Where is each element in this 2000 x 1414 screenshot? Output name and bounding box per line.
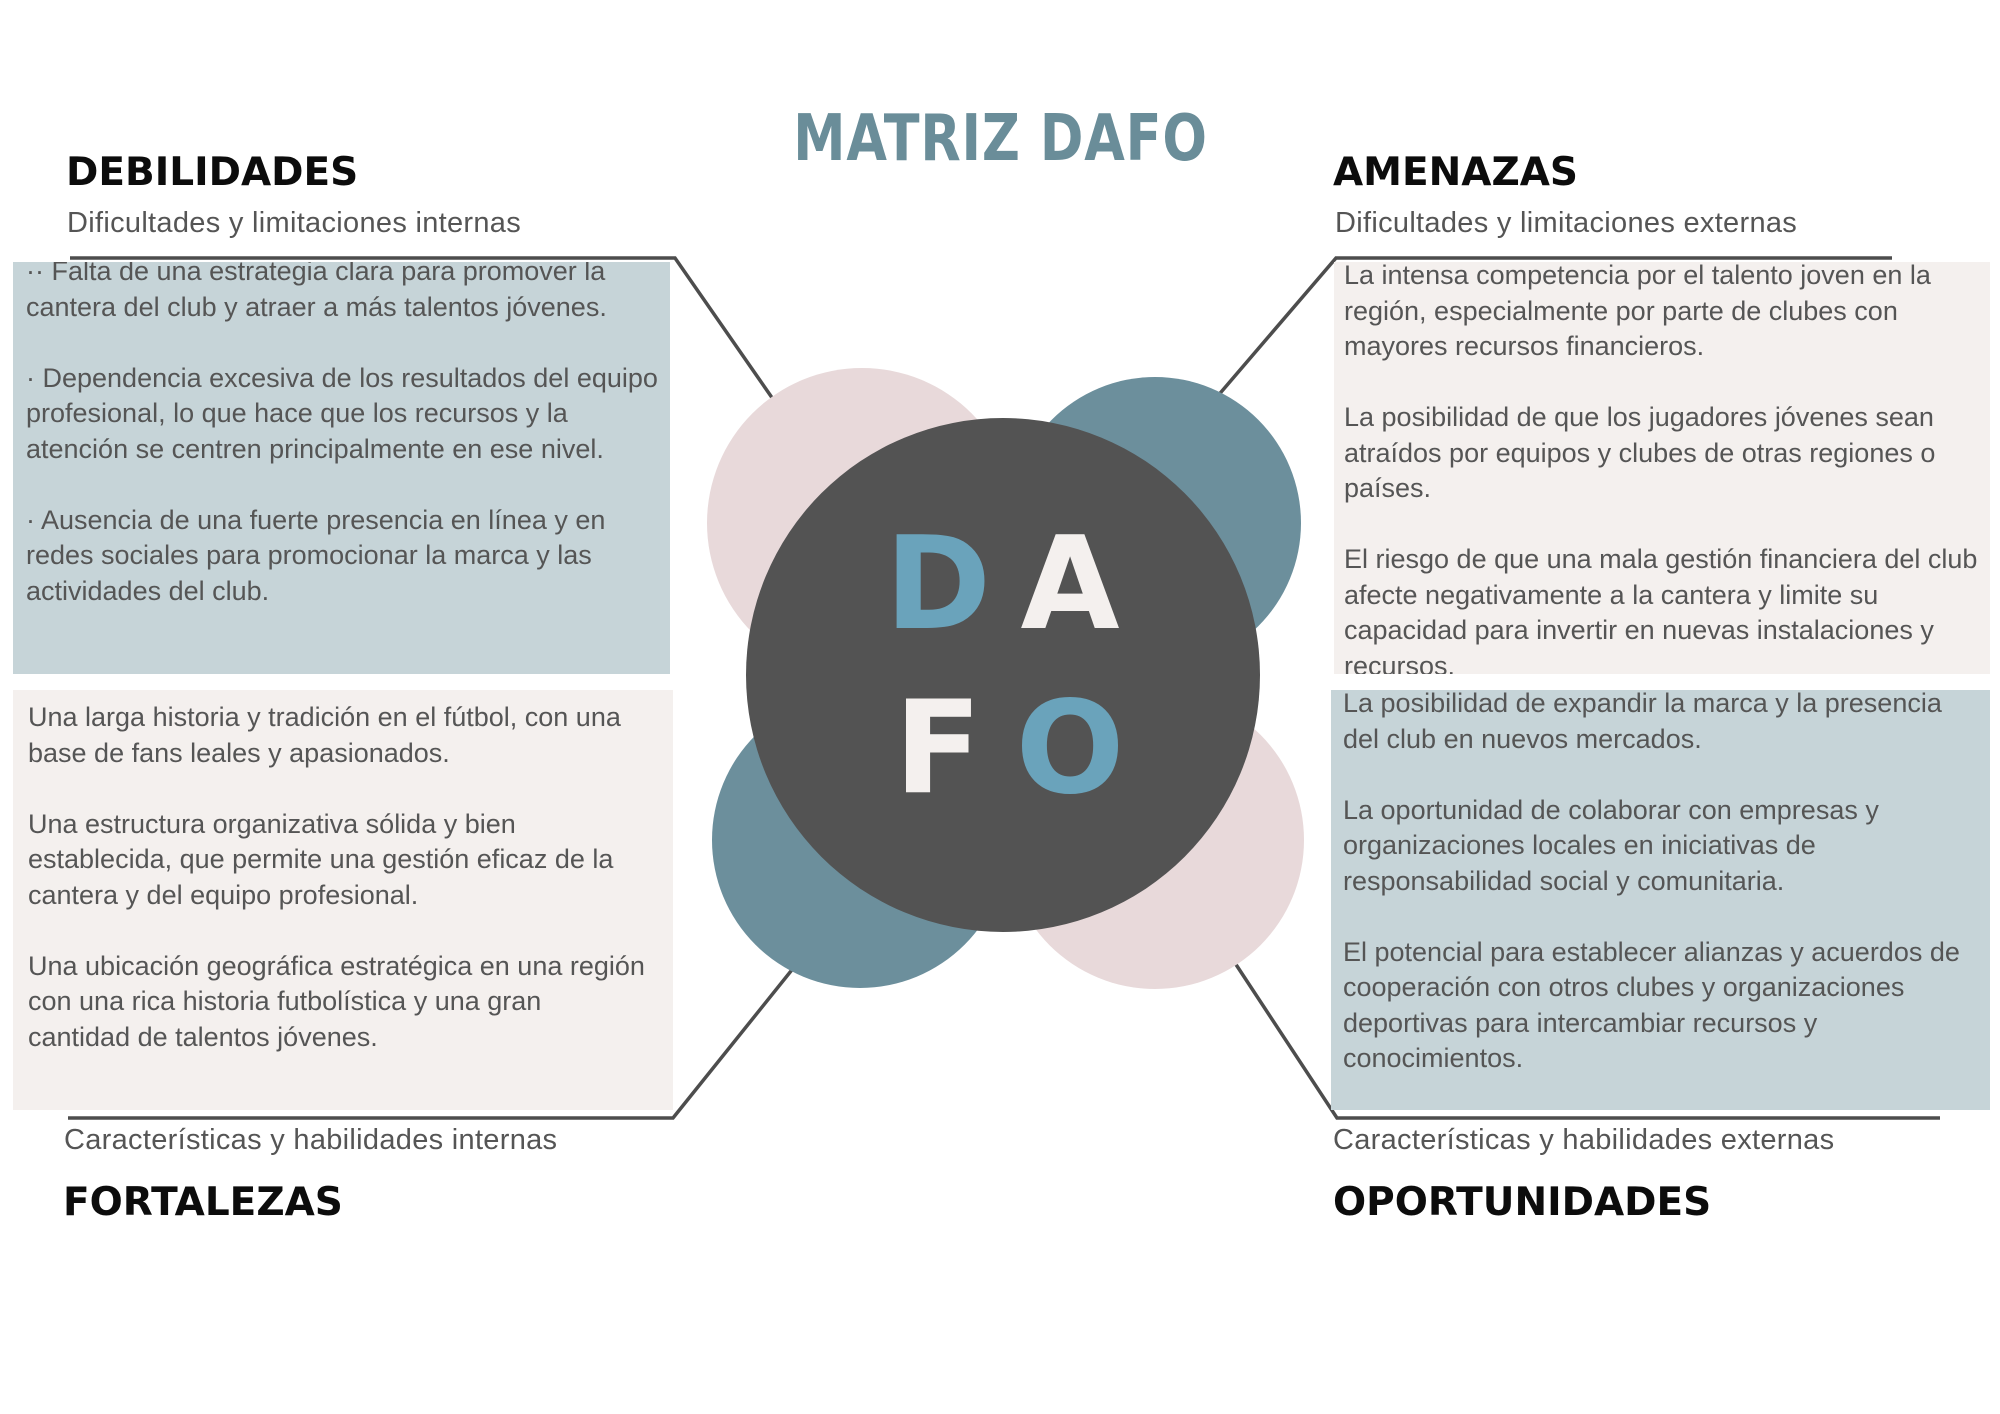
debilidades-box: ·· Falta de una estrategia clara para pr…	[13, 262, 670, 674]
connector-line-debilidades	[70, 256, 777, 403]
center-circle	[746, 418, 1260, 932]
heading-fortalezas: FORTALEZAS	[63, 1180, 343, 1225]
oportunidades-item: El potencial para establecer alianzas y …	[1343, 936, 1960, 1074]
oportunidades-box: La posibilidad de expandir la marca y la…	[1331, 690, 1990, 1110]
page-title: MATRIZ DAFO	[793, 102, 1208, 176]
subheading-amenazas: Dificultades y limitaciones externas	[1335, 207, 1798, 239]
debilidades-item: · Ausencia de una fuerte presencia en lí…	[26, 504, 606, 606]
fortalezas-item: Una larga historia y tradición en el fút…	[28, 702, 621, 768]
letter-o: O	[1015, 674, 1125, 823]
amenazas-item: El riesgo de que una mala gestión financ…	[1344, 544, 1978, 674]
debilidades-item: · Dependencia excesiva de los resultados…	[26, 362, 658, 464]
heading-amenazas: AMENAZAS	[1333, 150, 1579, 195]
subheading-debilidades: Dificultades y limitaciones internas	[67, 207, 522, 239]
letter-a: A	[1020, 510, 1120, 659]
oportunidades-item: La posibilidad de expandir la marca y la…	[1343, 690, 1942, 754]
subheading-oportunidades: Características y habilidades externas	[1333, 1124, 1835, 1156]
oportunidades-item: La oportunidad de colaborar con empresas…	[1343, 794, 1879, 896]
fortalezas-item: Una ubicación geográfica estratégica en …	[28, 950, 645, 1052]
subheading-fortalezas: Características y habilidades internas	[64, 1124, 558, 1156]
heading-oportunidades: OPORTUNIDADES	[1333, 1180, 1712, 1225]
letter-f: F	[894, 674, 982, 823]
amenazas-item: La intensa competencia por el talento jo…	[1344, 262, 1931, 361]
debilidades-item: ·· Falta de una estrategia clara para pr…	[26, 262, 607, 322]
amenazas-item: La posibilidad de que los jugadores jóve…	[1344, 402, 1936, 503]
connector-line-oportunidades	[1233, 962, 1940, 1120]
letter-d: D	[884, 510, 992, 659]
connector-line-fortalezas	[68, 964, 797, 1120]
amenazas-box: La intensa competencia por el talento jo…	[1334, 262, 1990, 674]
fortalezas-box: Una larga historia y tradición en el fút…	[13, 690, 673, 1110]
fortalezas-item: Una estructura organizativa sólida y bie…	[28, 808, 614, 910]
heading-debilidades: DEBILIDADES	[66, 150, 359, 195]
connector-line-amenazas	[1214, 256, 1892, 400]
